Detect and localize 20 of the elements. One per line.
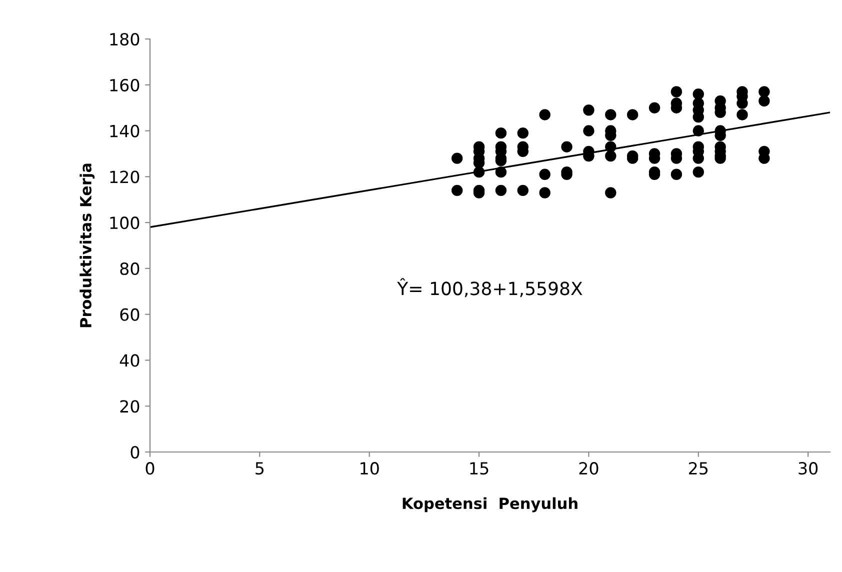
x-tick-label: 15 (470, 462, 488, 475)
y-tick-label: 180 (110, 32, 140, 46)
y-tick-label: 140 (110, 124, 140, 138)
y-tick-label: 60 (120, 308, 140, 321)
y-tick-label: 40 (120, 354, 140, 367)
y-tick-label: 160 (110, 78, 140, 92)
x-tick-label: 5 (256, 462, 264, 475)
y-tick-label: 100 (110, 216, 140, 230)
x-axis-title: Kopetensi Penyuluh (402, 497, 578, 512)
x-tick-label: 10 (360, 462, 379, 475)
y-tick-label: 20 (120, 400, 140, 413)
x-tick-label: 0 (146, 462, 154, 475)
y-tick-label: 0 (130, 446, 140, 459)
x-tick-label: 25 (689, 462, 708, 475)
annotation: Ŷ= 100,38+1,5598X (397, 278, 582, 298)
y-tick-label: 120 (110, 170, 140, 184)
x-tick-label: 30 (798, 462, 818, 475)
y-axis-title: Produktivitas Kerja (80, 164, 95, 328)
y-tick-label: 80 (120, 262, 140, 276)
x-tick-label: 20 (579, 462, 598, 475)
